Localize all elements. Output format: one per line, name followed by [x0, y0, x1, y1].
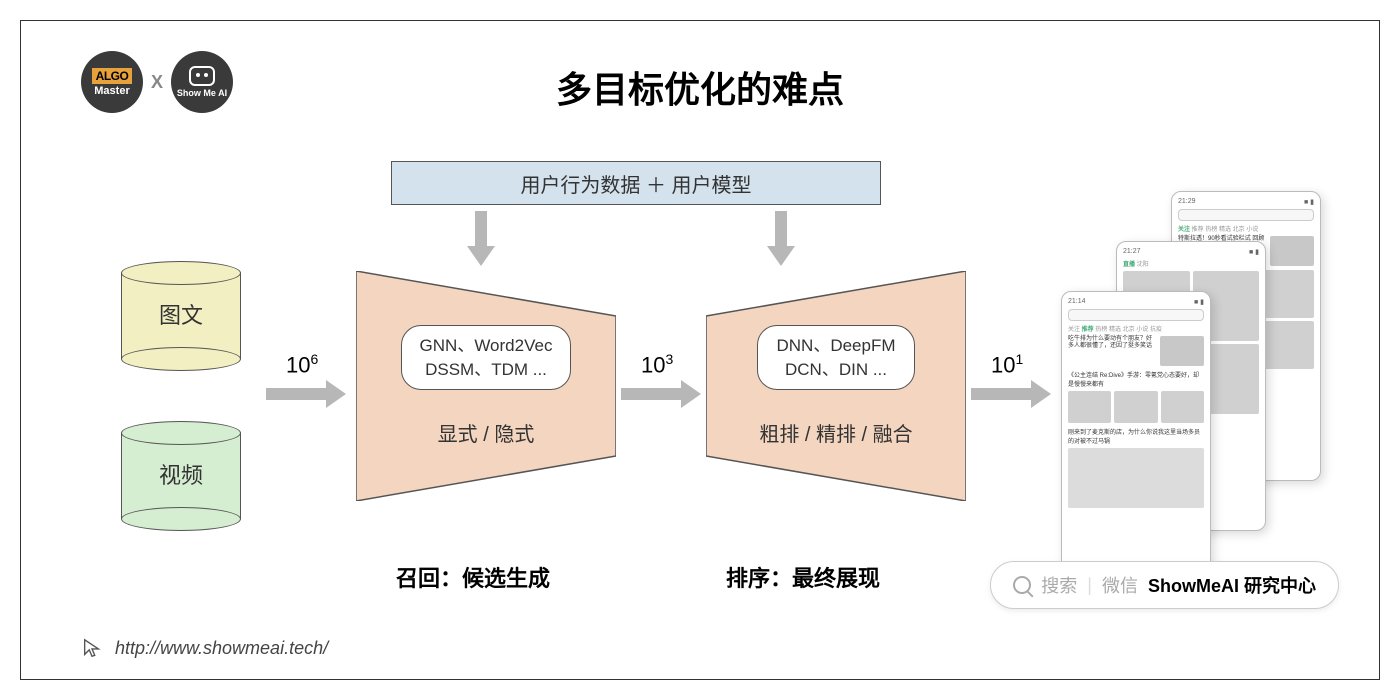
search-icon [1013, 576, 1031, 594]
search-callout-pill: 搜索 | 微信 ShowMeAI 研究中心 [990, 561, 1339, 609]
arrow-right-icon [266, 386, 346, 402]
arrow-right-icon [621, 386, 701, 402]
footer-url: http://www.showmeai.tech/ [115, 638, 328, 659]
user-data-box: 用户行为数据 ＋ 用户模型 [391, 161, 881, 205]
rank-stage-trapezoid: DNN、DeepFM DCN、DIN ... 粗排 / 精排 / 融合 [706, 271, 966, 501]
recall-stage-label: 召回：候选生成 [396, 561, 550, 593]
recall-models-box: GNN、Word2Vec DSSM、TDM ... [401, 325, 572, 391]
cylinder-label: 视频 [121, 458, 241, 490]
phone-mockup: 21:14■ ▮ 关注 推荐 热榜 精选 北京 小说 抗疫 吃牛排为什么要动有个… [1061, 291, 1211, 591]
search-pill-search-text: 搜索 [1041, 572, 1077, 598]
pipeline-diagram: 用户行为数据 ＋ 用户模型 图文 视频 106 [121, 161, 1339, 589]
cursor-icon [81, 637, 103, 659]
user-data-box-text: 用户行为数据 ＋ 用户模型 [520, 169, 751, 198]
slide-frame: ALGO Master X Show Me AI 多目标优化的难点 用户行为数据… [20, 20, 1380, 680]
recall-mode-label: 显式 / 隐式 [438, 418, 535, 447]
search-pill-org: ShowMeAI 研究中心 [1148, 572, 1316, 598]
recall-stage-trapezoid: GNN、Word2Vec DSSM、TDM ... 显式 / 隐式 [356, 271, 616, 501]
arrow-right-icon [971, 386, 1051, 402]
rank-models-line1: DNN、DeepFM [776, 334, 895, 358]
arrow-down-icon [473, 211, 489, 266]
rank-mode-label: 粗排 / 精排 / 融合 [759, 418, 912, 447]
scale-label-1e3: 103 [641, 351, 673, 378]
content-source-video: 视频 [121, 421, 241, 531]
content-source-text-image: 图文 [121, 261, 241, 371]
scale-label-1e6: 106 [286, 351, 318, 378]
scale-label-1e1: 101 [991, 351, 1023, 378]
recall-models-line2: DSSM、TDM ... [420, 358, 553, 382]
rank-models-line2: DCN、DIN ... [776, 358, 895, 382]
recall-models-line1: GNN、Word2Vec [420, 334, 553, 358]
footer: http://www.showmeai.tech/ [81, 637, 328, 659]
arrow-down-icon [773, 211, 789, 266]
result-feed-mockups: 21:29■ ▮ 关注 推荐 热榜 精选 北京 小说 特斯拉透！90秒看试验栏试… [1061, 191, 1321, 561]
rank-models-box: DNN、DeepFM DCN、DIN ... [757, 325, 914, 391]
separator: | [1087, 575, 1092, 596]
rank-stage-label: 排序：最终展现 [726, 561, 880, 593]
search-pill-platform: 微信 [1102, 572, 1138, 598]
page-title: 多目标优化的难点 [21, 61, 1379, 113]
cylinder-label: 图文 [121, 298, 241, 330]
